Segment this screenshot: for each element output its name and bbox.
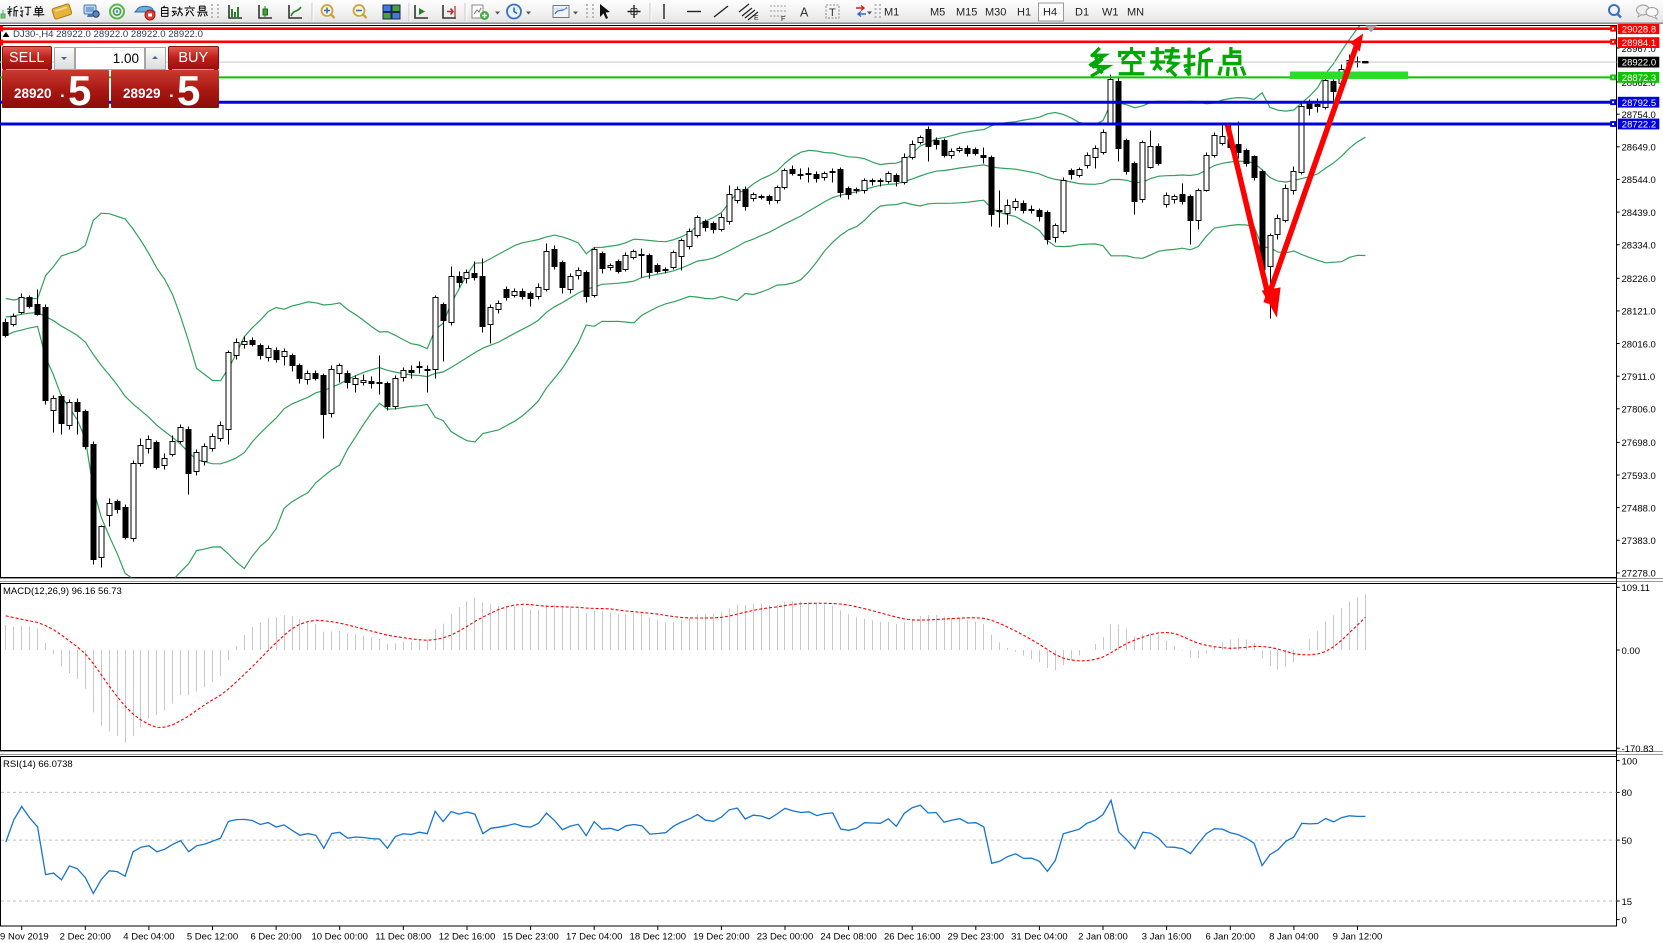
svg-text:27911.0: 27911.0 — [1622, 372, 1656, 383]
svg-text:28439.0: 28439.0 — [1622, 208, 1656, 219]
svg-text:27383.0: 27383.0 — [1622, 536, 1656, 547]
svg-text:F: F — [781, 16, 785, 23]
svg-text:6 Dec 20:00: 6 Dec 20:00 — [250, 932, 301, 943]
svg-text:M5: M5 — [930, 7, 945, 19]
svg-text:28967.0: 28967.0 — [1622, 44, 1656, 55]
svg-text:28872.3: 28872.3 — [1622, 73, 1656, 84]
svg-text:29 Dec 23:00: 29 Dec 23:00 — [948, 932, 1005, 943]
svg-text:28722.2: 28722.2 — [1622, 120, 1656, 131]
svg-text:28922.0: 28922.0 — [1622, 58, 1656, 69]
svg-text:28754.0: 28754.0 — [1622, 110, 1656, 121]
svg-text:8 Jan 04:00: 8 Jan 04:00 — [1269, 932, 1319, 943]
svg-text:MACD(12,26,9) 96.16 56.73: MACD(12,26,9) 96.16 56.73 — [3, 586, 122, 597]
svg-text:0.00: 0.00 — [1622, 646, 1641, 657]
svg-text:80: 80 — [1622, 788, 1633, 799]
svg-text:27593.0: 27593.0 — [1622, 471, 1656, 482]
svg-text:50: 50 — [1622, 836, 1633, 847]
svg-text:17 Dec 04:00: 17 Dec 04:00 — [566, 932, 623, 943]
svg-text:11 Dec 08:00: 11 Dec 08:00 — [375, 932, 431, 943]
svg-text:29028.8: 29028.8 — [1622, 24, 1656, 35]
svg-text:DJ30-,H4 28922.0 28922.0 2892: DJ30-,H4 28922.0 28922.0 28922.0 28922.0 — [13, 29, 203, 40]
svg-text:27698.0: 27698.0 — [1622, 438, 1656, 449]
svg-text:15 Dec 23:00: 15 Dec 23:00 — [502, 932, 559, 943]
svg-text:6 Jan 20:00: 6 Jan 20:00 — [1205, 932, 1255, 943]
svg-text:19 Dec 20:00: 19 Dec 20:00 — [693, 932, 750, 943]
svg-text:27488.0: 27488.0 — [1622, 503, 1656, 514]
svg-text:3 Jan 16:00: 3 Jan 16:00 — [1142, 932, 1192, 943]
svg-text:27806.0: 27806.0 — [1622, 405, 1656, 416]
svg-text:0: 0 — [1622, 915, 1627, 926]
svg-text:100: 100 — [1622, 756, 1638, 767]
svg-text:15: 15 — [1622, 897, 1633, 908]
svg-text:18 Dec 12:00: 18 Dec 12:00 — [630, 932, 687, 943]
svg-text:M1: M1 — [884, 7, 899, 19]
svg-text:28334.0: 28334.0 — [1622, 241, 1656, 252]
svg-text:W1: W1 — [1102, 7, 1119, 19]
svg-text:28649.0: 28649.0 — [1622, 143, 1656, 154]
svg-text:28862.0: 28862.0 — [1622, 78, 1656, 89]
svg-text:26 Dec 16:00: 26 Dec 16:00 — [884, 932, 941, 943]
svg-text:M15: M15 — [956, 7, 977, 19]
svg-text:28792.5: 28792.5 — [1622, 98, 1656, 109]
svg-text:4 Dec 04:00: 4 Dec 04:00 — [123, 932, 174, 943]
svg-text:5 Dec 12:00: 5 Dec 12:00 — [187, 932, 238, 943]
svg-text:RSI(14) 66.0738: RSI(14) 66.0738 — [3, 759, 73, 770]
svg-text:24 Dec 08:00: 24 Dec 08:00 — [820, 932, 877, 943]
svg-text:-170.83: -170.83 — [1622, 744, 1654, 755]
svg-text:29 Nov 2019: 29 Nov 2019 — [0, 932, 49, 943]
svg-text:2 Jan 08:00: 2 Jan 08:00 — [1078, 932, 1128, 943]
svg-text:12 Dec 16:00: 12 Dec 16:00 — [439, 932, 496, 943]
svg-text:MN: MN — [1127, 7, 1144, 19]
svg-text:31 Dec 04:00: 31 Dec 04:00 — [1011, 932, 1068, 943]
svg-text:A: A — [800, 6, 809, 20]
svg-text:28121.0: 28121.0 — [1622, 307, 1656, 318]
svg-text:28984.1: 28984.1 — [1622, 38, 1656, 49]
svg-text:M30: M30 — [985, 7, 1006, 19]
svg-text:28544.0: 28544.0 — [1622, 175, 1656, 186]
svg-text:27278.0: 27278.0 — [1622, 569, 1656, 580]
svg-text:E: E — [754, 15, 759, 22]
svg-text:28016.0: 28016.0 — [1622, 339, 1656, 350]
svg-text:10 Dec 00:00: 10 Dec 00:00 — [311, 932, 368, 943]
svg-text:T: T — [829, 7, 836, 19]
svg-text:D1: D1 — [1075, 7, 1089, 19]
svg-text:109.11: 109.11 — [1622, 583, 1650, 594]
svg-text:9 Jan 12:00: 9 Jan 12:00 — [1333, 932, 1383, 943]
svg-text:2 Dec 20:00: 2 Dec 20:00 — [60, 932, 111, 943]
svg-text:28226.0: 28226.0 — [1622, 274, 1656, 285]
svg-text:23 Dec 00:00: 23 Dec 00:00 — [757, 932, 814, 943]
svg-text:H4: H4 — [1043, 7, 1057, 19]
svg-text:H1: H1 — [1017, 7, 1031, 19]
